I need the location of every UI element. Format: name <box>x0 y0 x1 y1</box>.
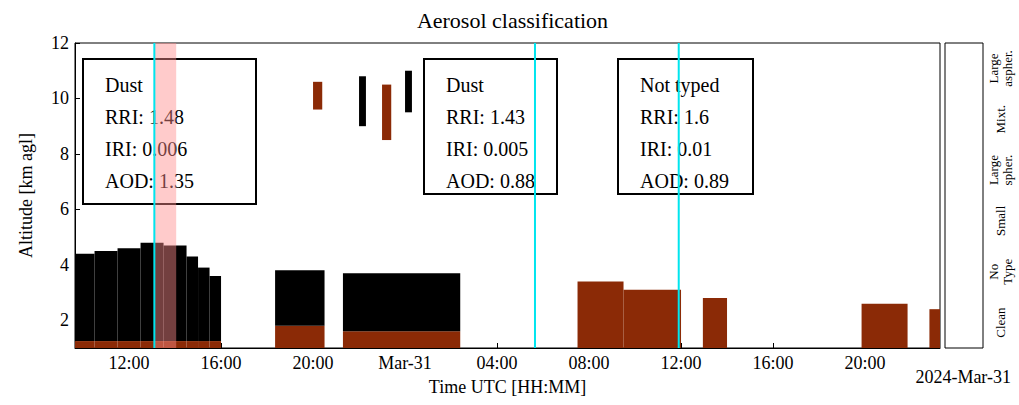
svg-text:IRI: 0.005: IRI: 0.005 <box>446 138 528 160</box>
svg-text:Dust: Dust <box>446 74 484 96</box>
svg-text:AOD: 0.89: AOD: 0.89 <box>640 170 729 192</box>
svg-text:2024-Mar-31: 2024-Mar-31 <box>915 367 1011 387</box>
svg-text:No: No <box>986 264 1001 280</box>
svg-text:RRI: 1.48: RRI: 1.48 <box>105 106 184 128</box>
svg-text:10: 10 <box>51 88 69 108</box>
svg-text:Dust: Dust <box>105 74 143 96</box>
svg-text:Mar-31: Mar-31 <box>378 353 432 373</box>
svg-text:Time UTC [HH:MM]: Time UTC [HH:MM] <box>429 377 586 397</box>
svg-text:aspher.: aspher. <box>1000 50 1015 86</box>
svg-text:spher.: spher. <box>1000 155 1015 186</box>
svg-text:AOD: 0.88: AOD: 0.88 <box>446 170 535 192</box>
svg-text:08:00: 08:00 <box>569 353 610 373</box>
svg-text:Clean: Clean <box>993 307 1008 338</box>
svg-text:Aerosol classification: Aerosol classification <box>417 8 608 33</box>
svg-text:Large: Large <box>986 53 1001 83</box>
svg-text:12:00: 12:00 <box>109 353 150 373</box>
svg-text:RRI: 1.43: RRI: 1.43 <box>446 106 525 128</box>
svg-text:20:00: 20:00 <box>845 353 886 373</box>
svg-text:IRI: 0.006: IRI: 0.006 <box>105 138 188 160</box>
svg-text:IRI: 0.01: IRI: 0.01 <box>640 138 712 160</box>
svg-text:Altitude [km agl]: Altitude [km agl] <box>16 133 36 258</box>
svg-text:Type: Type <box>1000 259 1015 285</box>
svg-text:Not typed: Not typed <box>640 74 720 96</box>
svg-text:Large: Large <box>986 155 1001 185</box>
svg-text:20:00: 20:00 <box>293 353 334 373</box>
svg-text:RRI: 1.6: RRI: 1.6 <box>640 106 709 128</box>
svg-text:Small: Small <box>993 205 1008 236</box>
svg-text:4: 4 <box>60 255 69 275</box>
svg-text:6: 6 <box>60 199 69 219</box>
svg-text:04:00: 04:00 <box>477 353 518 373</box>
svg-text:Mixt.: Mixt. <box>993 105 1008 134</box>
svg-text:16:00: 16:00 <box>753 353 794 373</box>
svg-text:2: 2 <box>60 310 69 330</box>
svg-text:12: 12 <box>51 33 69 53</box>
svg-text:16:00: 16:00 <box>201 353 242 373</box>
svg-text:AOD: 1.35: AOD: 1.35 <box>105 170 194 192</box>
svg-text:8: 8 <box>60 144 69 164</box>
svg-text:12:00: 12:00 <box>661 353 702 373</box>
